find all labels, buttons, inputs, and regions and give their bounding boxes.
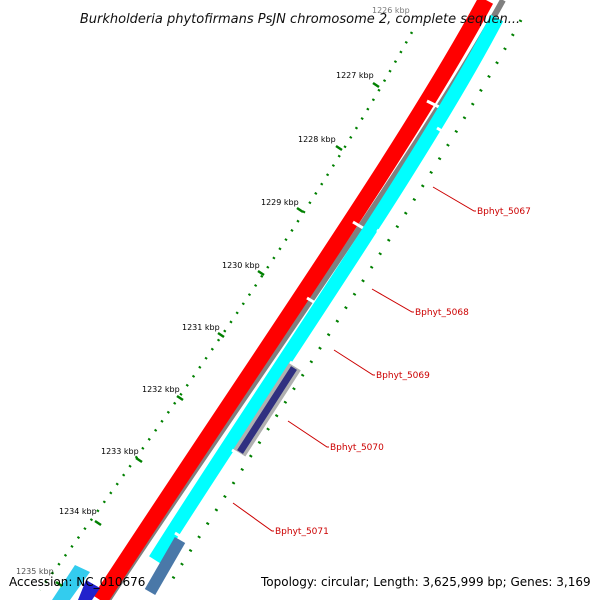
gene-label-bphyt-5069[interactable]: Bphyt_5069 (376, 371, 430, 381)
gene-label-bphyt-5071[interactable]: Bphyt_5071 (275, 527, 329, 537)
blue-fragment (78, 580, 100, 600)
tick-label: 1235 kbp (16, 567, 54, 576)
genome-summary-text: Topology: circular; Length: 3,625,999 bp… (260, 575, 591, 589)
tick-label: 1226 kbp (372, 6, 410, 15)
tick-label: 1232 kbp (142, 385, 180, 394)
tick-label: 1233 kbp (101, 447, 139, 456)
cyan-fragment (52, 565, 90, 600)
gene-leader-lines (232, 186, 476, 532)
reverse-gene-band (149, 14, 504, 564)
genome-title: Burkholderia phytofirmans PsJN chromosom… (80, 12, 520, 27)
reverse-gene-gaps (174, 126, 451, 543)
tick-label: 1231 kbp (182, 323, 220, 332)
steel-gene (144, 537, 186, 595)
inner-tick-ring (170, 19, 523, 581)
tick-label: 1227 kbp (336, 71, 374, 80)
tick-label: 1230 kbp (222, 261, 260, 270)
kbp-tick-labels: 1226 kbp 1227 kbp 1228 kbp 1229 kbp 1230… (16, 6, 410, 576)
kbp-major-ticks (55, 81, 380, 588)
tick-label: 1229 kbp (261, 198, 299, 207)
navy-gene (237, 366, 297, 454)
gene-label-bphyt-5070[interactable]: Bphyt_5070 (330, 443, 384, 453)
tick-label: 1228 kbp (298, 135, 336, 144)
gene-labels: Bphyt_5067 Bphyt_5068 Bphyt_5069 Bphyt_5… (275, 207, 531, 537)
gene-label-bphyt-5067[interactable]: Bphyt_5067 (477, 207, 531, 217)
accession-text: Accession: NC_010676 (9, 575, 145, 589)
forward-gene-band (93, 0, 494, 600)
tick-label: 1234 kbp (59, 507, 97, 516)
gene-label-bphyt-5068[interactable]: Bphyt_5068 (415, 308, 469, 318)
